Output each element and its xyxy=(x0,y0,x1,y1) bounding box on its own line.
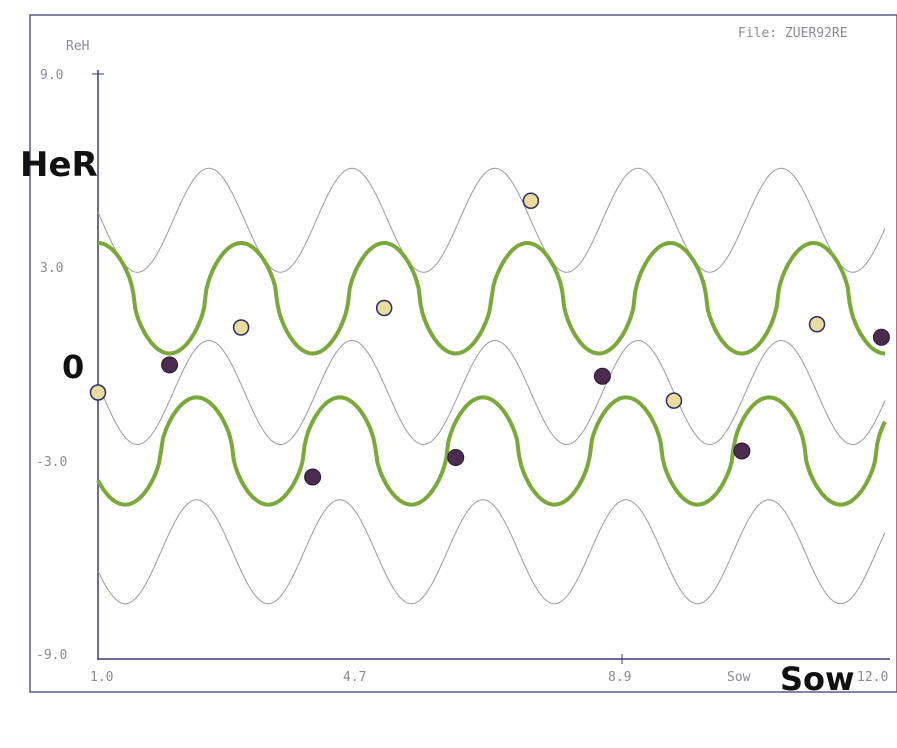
y-tick-label: 9.0 xyxy=(40,68,63,83)
y-unit-label: ReH xyxy=(66,39,89,54)
data-point-light xyxy=(522,192,540,209)
x-tick-label: 12.0 xyxy=(857,670,888,685)
data-point-light xyxy=(89,384,107,401)
data-point-dark xyxy=(733,442,751,460)
y-ticks: 9.0 3.0 -3.0 -9.0 xyxy=(36,68,104,663)
data-point-dark xyxy=(447,449,465,466)
series-lines xyxy=(96,167,887,605)
data-points xyxy=(89,192,890,486)
x-tick-label: 1.0 xyxy=(90,670,113,685)
x-unit-small-label: Sow xyxy=(727,670,751,685)
series-line-lower-thin-band xyxy=(97,499,886,605)
y-tick-label: -9.0 xyxy=(36,648,67,663)
series-line-upper-green xyxy=(97,241,886,356)
data-point-light xyxy=(665,392,683,409)
x-tick-label: 4.7 xyxy=(343,670,366,685)
x-tick-label: 8.9 xyxy=(608,670,631,685)
data-point-dark xyxy=(593,367,611,385)
y-tick-label: 3.0 xyxy=(40,261,63,276)
data-point-dark xyxy=(304,468,322,486)
file-label: File: ZUER92RE xyxy=(738,26,848,41)
x-axis-title: Sow xyxy=(780,660,855,698)
series-line-middle-thin xyxy=(97,339,886,446)
data-point-light xyxy=(375,299,393,317)
y-axis-title: HeR xyxy=(20,145,98,185)
zero-label: 0 xyxy=(62,348,84,386)
x-ticks: 1.0 4.7 8.9 Sow 12.0 xyxy=(90,654,888,685)
data-point-light xyxy=(232,319,250,336)
y-tick-label: -3.0 xyxy=(36,455,67,470)
series-line-lower-green xyxy=(96,395,887,507)
data-point-light xyxy=(808,316,826,333)
series-line-upper-thin-band xyxy=(97,167,886,273)
data-point-dark xyxy=(161,356,179,374)
data-point-dark xyxy=(872,328,890,346)
